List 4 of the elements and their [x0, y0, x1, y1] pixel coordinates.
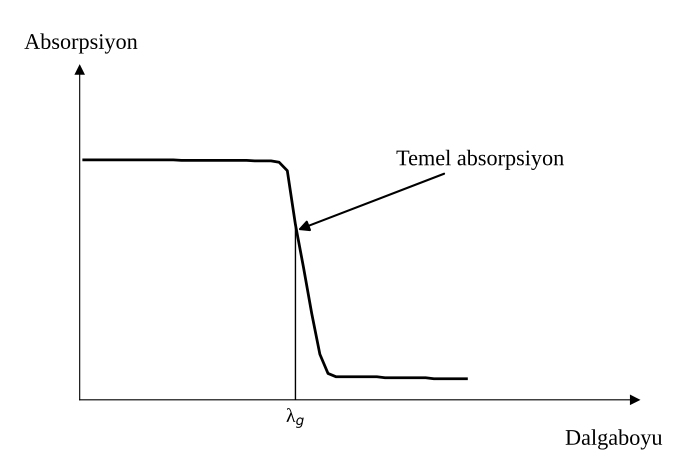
- x-axis-title: Dalgaboyu: [566, 429, 662, 450]
- text: λ$_{g}$: [286, 408, 304, 428]
- y-axis-title: Absorpsiyon: [24, 33, 138, 54]
- annotation: Temel absorpsiyon: [396, 150, 564, 170]
